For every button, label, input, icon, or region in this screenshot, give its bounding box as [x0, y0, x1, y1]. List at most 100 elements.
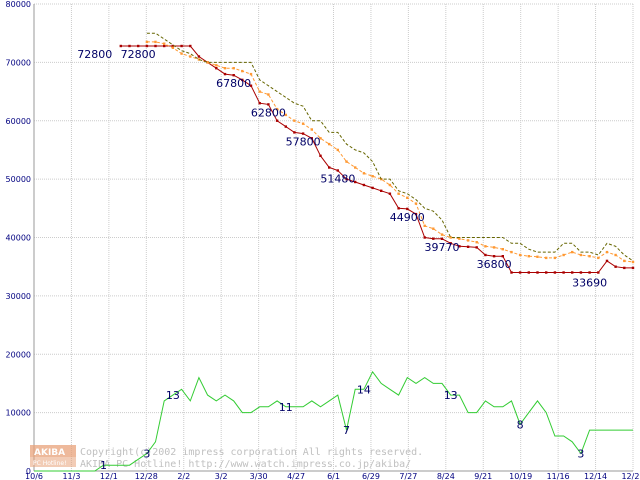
point-price-avg [267, 93, 270, 96]
point-price-min [631, 266, 635, 270]
point-price-min [518, 271, 522, 274]
point-price-avg [449, 236, 452, 239]
x-tick-label: 12/14 [584, 472, 607, 480]
price-data-label: 33690 [572, 276, 607, 289]
point-price-avg [362, 172, 366, 175]
point-price-avg [414, 202, 418, 205]
series-line-price-avg [146, 41, 634, 263]
point-price-min [397, 207, 400, 210]
point-price-avg [319, 137, 322, 140]
count-data-label: 3 [143, 447, 150, 460]
point-price-avg [397, 192, 400, 195]
point-price-avg [623, 259, 626, 263]
x-tick-label: 2/2 [177, 472, 190, 480]
point-price-avg [223, 67, 227, 70]
point-price-avg [206, 61, 209, 64]
point-price-min [501, 255, 504, 258]
count-data-label: 13 [444, 389, 458, 402]
point-price-min [128, 44, 131, 48]
point-price-min [249, 84, 253, 87]
point-price-avg [293, 119, 296, 122]
point-price-avg [258, 90, 261, 93]
x-tick-label: 12/21 [621, 472, 640, 480]
point-price-min [180, 44, 183, 48]
point-price-min [614, 265, 617, 268]
point-price-min [345, 177, 348, 181]
point-price-min [293, 131, 296, 134]
point-price-min [510, 271, 513, 274]
point-price-min [484, 253, 487, 257]
logo-subtext: PC Hotline! [33, 460, 66, 467]
point-price-avg [197, 58, 201, 61]
y-tick-label: 0 [26, 467, 31, 476]
point-price-avg [249, 72, 253, 76]
price-data-label: 44900 [390, 211, 425, 224]
count-data-label: 8 [517, 418, 524, 431]
count-data-label: 13 [166, 389, 180, 402]
point-price-avg [597, 256, 600, 260]
point-price-min [492, 255, 496, 258]
point-price-min [371, 186, 374, 190]
point-price-min [605, 259, 609, 263]
point-price-avg [388, 183, 392, 187]
y-tick-label: 60000 [6, 117, 31, 126]
count-data-label: 1 [100, 459, 107, 472]
point-price-avg [510, 250, 513, 254]
price-data-label: 72800 [121, 48, 156, 61]
y-tick-label: 50000 [6, 175, 31, 184]
grid [33, 3, 634, 472]
price-data-label: 51480 [320, 172, 355, 185]
point-price-min [284, 125, 287, 128]
price-data-label: 57800 [286, 136, 321, 149]
x-tick-label: 7/27 [399, 472, 417, 480]
point-price-min [432, 237, 435, 240]
point-price-min [232, 74, 235, 77]
point-price-min [414, 212, 418, 216]
point-price-avg [631, 260, 635, 264]
point-price-min [336, 169, 339, 172]
count-data-label: 3 [577, 447, 584, 460]
point-price-min [406, 207, 409, 211]
x-tick-label: 11/3 [62, 472, 80, 480]
point-price-min [197, 55, 201, 58]
point-price-min [171, 44, 175, 48]
point-price-avg [588, 255, 591, 258]
point-price-min [388, 192, 392, 195]
price-data-label: 39770 [425, 241, 460, 254]
point-price-min [267, 103, 270, 106]
point-price-avg [310, 128, 313, 131]
point-price-avg [145, 40, 149, 44]
point-price-min [354, 180, 357, 184]
y-tick-label: 10000 [6, 409, 31, 418]
point-price-avg [423, 224, 426, 227]
point-price-min [310, 137, 313, 140]
point-price-avg [571, 250, 574, 254]
series-line-price-max [146, 32, 634, 262]
series-line-shop-count [34, 370, 633, 472]
point-price-min [579, 271, 583, 274]
y-tick-label: 40000 [6, 234, 31, 243]
point-price-avg [354, 166, 357, 169]
point-price-avg [275, 107, 279, 111]
point-price-min [154, 44, 157, 48]
point-price-min [449, 242, 452, 245]
point-price-avg [345, 160, 348, 163]
point-price-min [328, 166, 331, 169]
logo-box-top [30, 445, 76, 457]
point-price-min [215, 67, 218, 70]
point-price-avg [458, 237, 461, 240]
point-price-avg [492, 246, 496, 249]
logo-text: AKIBA [34, 448, 65, 458]
point-price-min [137, 44, 140, 48]
point-price-avg [154, 40, 157, 44]
point-price-avg [336, 148, 339, 152]
point-price-avg [536, 255, 539, 258]
price-data-label: 67800 [216, 77, 251, 90]
point-price-avg [241, 69, 244, 73]
point-price-avg [232, 67, 235, 70]
price-data-label: 72800 [77, 48, 112, 61]
point-price-avg [518, 253, 522, 257]
series-layer [34, 32, 635, 472]
point-price-avg [432, 227, 435, 230]
